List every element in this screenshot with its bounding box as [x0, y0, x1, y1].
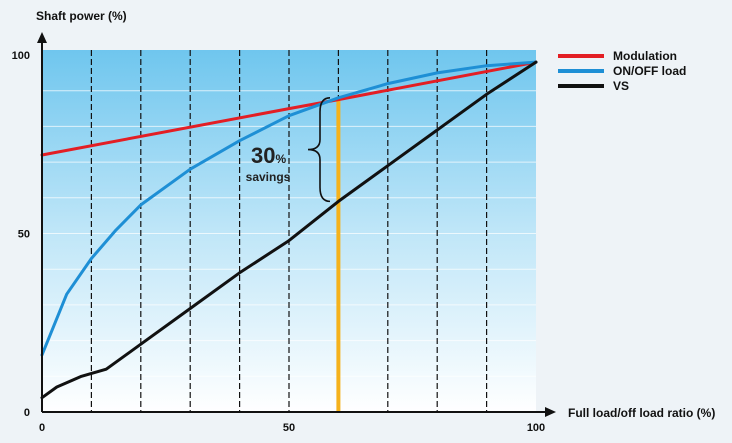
savings-unit: %: [275, 152, 286, 166]
series-layer: [40, 60, 538, 400]
x-axis-title: Full load/off load ratio (%): [568, 406, 715, 420]
series-line-on-off-load: [40, 60, 538, 357]
savings-label: savings: [246, 170, 291, 184]
x-tick-label: 100: [527, 422, 545, 434]
legend-label: VS: [613, 79, 629, 93]
y-tick-label: 0: [24, 407, 30, 419]
grid: [42, 50, 536, 412]
series-line-vs: [40, 60, 538, 400]
tick-labels: 0 50 100 0 50 100: [12, 50, 546, 434]
x-tick-label: 50: [283, 422, 295, 434]
y-tick-label: 50: [18, 229, 30, 241]
x-axis-arrow: [545, 407, 556, 417]
y-axis-title: Shaft power (%): [36, 9, 127, 23]
y-tick-label: 100: [12, 50, 30, 62]
x-tick-label: 0: [39, 422, 45, 434]
savings-percent: 30%: [251, 143, 286, 168]
legend-label: Modulation: [613, 49, 677, 63]
y-axis-arrow: [37, 32, 47, 43]
series-line-modulation: [40, 60, 538, 157]
savings-annotation: 30% savings: [246, 97, 331, 203]
axes: [37, 32, 556, 417]
savings-value: 30: [251, 143, 275, 168]
savings-brace: [307, 97, 331, 203]
legend-label: ON/OFF load: [613, 64, 686, 78]
